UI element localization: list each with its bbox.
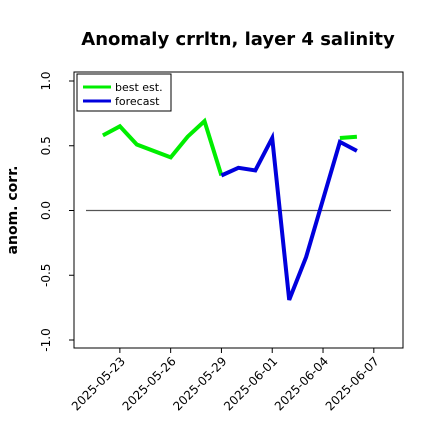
y-axis: 1.0 0.5 0.0 -0.5 -1.0	[39, 71, 74, 352]
y-axis-label: anom. corr.	[5, 166, 21, 255]
x-tick-label: 2025-05-23	[69, 354, 128, 413]
x-axis: 2025-05-232025-05-262025-05-292025-06-01…	[69, 348, 382, 413]
x-tick-label: 2025-06-04	[272, 354, 331, 413]
series-line-0	[101, 117, 224, 177]
y-tick-label: 1.0	[39, 71, 53, 90]
series-line-2	[220, 131, 358, 301]
legend-box	[76, 73, 172, 112]
plot-area	[86, 117, 391, 301]
series-line-1	[339, 134, 358, 140]
legend: best est. forecast	[76, 73, 172, 112]
x-tick-label: 2025-05-29	[170, 354, 229, 413]
y-tick-label: -0.5	[39, 264, 53, 287]
legend-label-best-est: best est.	[115, 81, 163, 94]
y-tick-label: -1.0	[39, 328, 53, 351]
chart-title: Anomaly crrltn, layer 4 salinity	[81, 29, 395, 50]
x-tick-label: 2025-06-07	[323, 354, 382, 413]
x-tick-label: 2025-06-01	[221, 354, 280, 413]
legend-label-forecast: forecast	[115, 95, 160, 108]
y-tick-label: 0.5	[39, 136, 53, 155]
y-tick-label: 0.0	[39, 201, 53, 220]
